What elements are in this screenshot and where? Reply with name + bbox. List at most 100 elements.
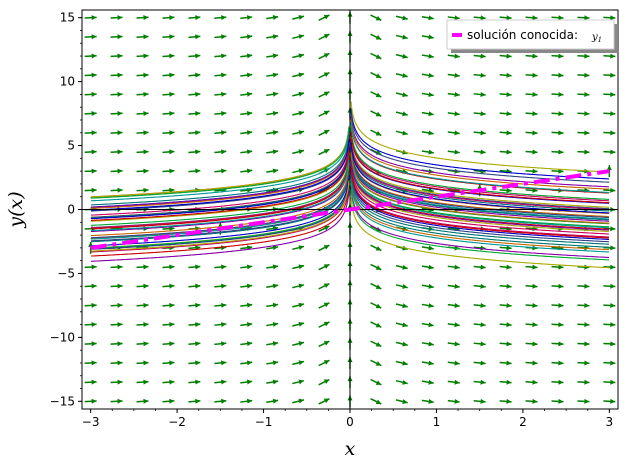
y-tick-label: 15 — [60, 11, 75, 25]
field-arrow-head — [246, 283, 253, 289]
field-arrow-head — [143, 283, 149, 289]
field-arrow-head — [610, 91, 616, 97]
field-arrow-head — [298, 302, 304, 308]
field-arrow-head — [375, 399, 382, 405]
field-arrow-head — [246, 149, 253, 155]
field-arrow-head — [169, 72, 175, 78]
legend: solución conocida: y1 — [446, 19, 618, 53]
solution-curve — [91, 158, 350, 230]
field-arrow-head — [402, 92, 408, 98]
field-arrow-head — [558, 302, 564, 308]
field-arrow-head — [195, 168, 201, 174]
field-arrow-head — [375, 73, 382, 78]
field-arrow-head — [323, 379, 330, 384]
field-arrow-head — [169, 379, 175, 385]
solution-curve — [350, 176, 609, 248]
field-arrow-head — [454, 15, 460, 21]
field-arrow-head — [323, 130, 330, 135]
field-arrow-head — [91, 53, 97, 59]
solution-curve — [91, 137, 350, 209]
field-arrow-head — [143, 34, 149, 40]
field-arrow-head — [558, 130, 564, 136]
field-arrow-head — [480, 379, 486, 385]
field-arrow-head — [221, 72, 227, 78]
field-arrow-head — [402, 111, 408, 117]
field-arrow-head — [323, 245, 330, 250]
field-arrow-head — [323, 72, 330, 78]
field-arrow-head — [558, 360, 564, 366]
field-arrow-head — [143, 379, 149, 385]
solution-curve — [91, 178, 350, 250]
field-arrow-head — [428, 245, 434, 251]
field-arrow-head — [480, 53, 486, 59]
solution-curve — [90, 126, 350, 198]
field-arrow-head — [558, 398, 564, 404]
field-arrow-head — [454, 398, 460, 404]
field-arrow-head — [221, 264, 227, 270]
field-arrow-head — [143, 187, 149, 193]
solution-curve — [350, 160, 609, 233]
solution-curve — [90, 154, 350, 226]
field-arrow-head — [454, 245, 460, 251]
field-arrow-head — [610, 283, 616, 289]
field-arrow-head — [117, 187, 123, 193]
solution-curve — [350, 153, 610, 225]
field-arrow-head — [402, 303, 408, 309]
field-arrow-head — [480, 398, 486, 404]
field-arrow-head — [428, 34, 434, 40]
field-arrow-head — [91, 341, 97, 347]
field-arrow-head — [454, 283, 460, 289]
field-arrow-head — [375, 341, 382, 347]
solution-curve — [350, 149, 609, 221]
field-arrow-head — [428, 53, 434, 59]
field-arrow-head — [169, 34, 175, 40]
solution-curve — [90, 139, 350, 211]
field-arrow-head — [221, 168, 227, 174]
field-arrow-head — [375, 92, 382, 98]
solution-curve — [350, 122, 610, 194]
field-arrow-head — [195, 130, 201, 136]
field-arrow-head — [506, 15, 512, 21]
field-arrow-head — [221, 245, 227, 251]
field-arrow-head — [532, 302, 538, 308]
solution-curve — [350, 136, 609, 208]
field-arrow-head — [221, 379, 227, 385]
field-arrow-head — [428, 322, 434, 328]
solution-curve — [91, 144, 350, 216]
field-arrow-head — [584, 398, 590, 404]
solution-curve — [91, 171, 350, 243]
solution-curve — [91, 180, 350, 252]
field-arrow-head — [558, 264, 564, 270]
field-arrow-head — [91, 187, 97, 193]
field-arrow-head — [584, 111, 590, 117]
known-solution-line — [90, 169, 610, 250]
field-arrow-head — [584, 360, 590, 366]
field-arrow-head — [584, 15, 590, 21]
solution-curve — [91, 134, 350, 206]
field-arrow-head — [323, 34, 330, 39]
field-arrow-head — [375, 303, 382, 309]
field-arrow-head — [246, 360, 253, 366]
field-arrow-head — [143, 360, 149, 366]
field-arrow-head — [402, 264, 408, 270]
field-arrow-head — [480, 130, 486, 136]
field-arrow-head — [272, 302, 279, 308]
field-arrow-head — [610, 322, 616, 328]
field-arrow-head — [221, 91, 227, 97]
field-arrow-head — [584, 379, 590, 385]
field-arrow-head — [402, 130, 408, 136]
field-arrow-head — [195, 91, 201, 97]
field-arrow-head — [480, 322, 486, 328]
field-arrow-head — [454, 379, 460, 385]
field-arrow-head — [558, 379, 564, 385]
field-arrow-head — [477, 184, 483, 190]
field-arrow-head — [272, 130, 279, 136]
field-arrow-head — [117, 34, 123, 40]
field-arrow-head — [402, 399, 408, 404]
solution-curve — [350, 181, 610, 253]
field-arrow-head — [428, 283, 434, 289]
field-arrow-head — [428, 111, 434, 117]
field-arrow-head — [454, 322, 460, 328]
field-arrow-head — [506, 322, 512, 328]
